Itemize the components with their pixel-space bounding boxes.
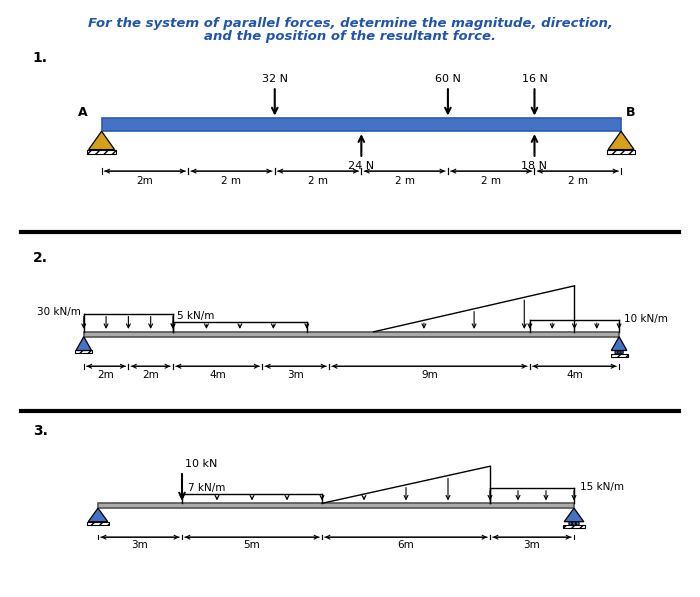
Bar <box>102 118 621 131</box>
Text: 2.: 2. <box>32 251 48 265</box>
Text: 2 m: 2 m <box>221 176 241 186</box>
Text: and the position of the resultant force.: and the position of the resultant force. <box>204 30 496 43</box>
Text: 7 kN/m: 7 kN/m <box>188 484 225 493</box>
Polygon shape <box>564 508 584 522</box>
Circle shape <box>615 350 617 354</box>
Bar <box>564 525 584 528</box>
Text: 3.: 3. <box>34 424 48 438</box>
Text: 5 kN/m: 5 kN/m <box>177 310 215 321</box>
Polygon shape <box>611 337 627 350</box>
Text: 2 m: 2 m <box>481 176 501 186</box>
Text: 10 kN/m: 10 kN/m <box>624 313 667 324</box>
Circle shape <box>573 522 575 525</box>
Text: 6m: 6m <box>398 540 414 550</box>
Text: 1.: 1. <box>32 51 48 65</box>
Bar <box>88 522 108 525</box>
Circle shape <box>618 350 620 354</box>
Text: For the system of parallel forces, determine the magnitude, direction,: For the system of parallel forces, deter… <box>88 17 612 30</box>
Text: 2m: 2m <box>136 176 153 186</box>
Circle shape <box>569 522 572 525</box>
Polygon shape <box>76 337 92 350</box>
Text: 5m: 5m <box>244 540 260 550</box>
Text: 60 N: 60 N <box>435 74 461 84</box>
Text: 4m: 4m <box>209 370 226 380</box>
Text: 16 N: 16 N <box>522 74 547 84</box>
Bar <box>76 350 92 353</box>
Text: 3m: 3m <box>132 540 148 550</box>
Text: 2m: 2m <box>142 370 159 380</box>
Text: 24 N: 24 N <box>349 161 375 171</box>
Text: 15 kN/m: 15 kN/m <box>580 482 624 491</box>
Bar <box>84 332 619 337</box>
Text: 2 m: 2 m <box>568 176 588 186</box>
Polygon shape <box>89 131 115 150</box>
Text: 32 N: 32 N <box>262 74 288 84</box>
Bar <box>610 354 628 357</box>
Text: 2 m: 2 m <box>308 176 328 186</box>
Text: 2 m: 2 m <box>395 176 414 186</box>
Text: 4m: 4m <box>566 370 583 380</box>
Bar <box>88 150 116 154</box>
Text: 18 N: 18 N <box>522 161 547 171</box>
Bar <box>607 150 636 154</box>
Circle shape <box>621 350 623 354</box>
Text: 3m: 3m <box>524 540 540 550</box>
Text: 10 kN: 10 kN <box>185 460 217 469</box>
Polygon shape <box>608 131 634 150</box>
Circle shape <box>576 522 579 525</box>
Bar <box>98 503 574 508</box>
Text: 3m: 3m <box>287 370 304 380</box>
Polygon shape <box>88 508 108 522</box>
Text: 2m: 2m <box>98 370 114 380</box>
Text: 30 kN/m: 30 kN/m <box>36 307 80 317</box>
Text: 9m: 9m <box>421 370 438 380</box>
Text: B: B <box>625 106 635 119</box>
Text: A: A <box>78 106 88 119</box>
